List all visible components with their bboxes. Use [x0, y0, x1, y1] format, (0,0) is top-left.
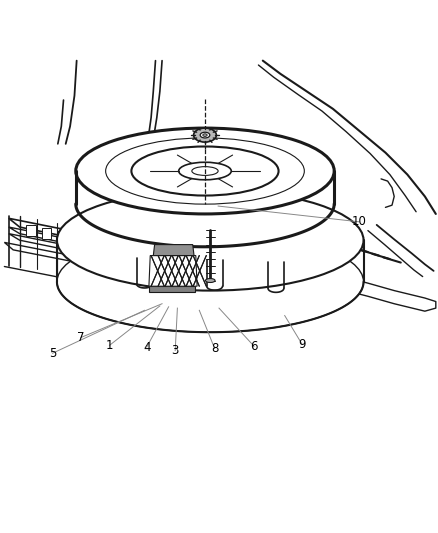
Polygon shape	[72, 235, 82, 246]
Ellipse shape	[203, 134, 207, 136]
Polygon shape	[149, 255, 197, 286]
Polygon shape	[9, 233, 127, 262]
Text: 9: 9	[298, 338, 306, 351]
Polygon shape	[9, 219, 127, 249]
Ellipse shape	[200, 132, 210, 138]
Text: 4: 4	[143, 341, 151, 353]
Text: 1: 1	[106, 339, 113, 352]
Ellipse shape	[205, 279, 215, 282]
Polygon shape	[26, 225, 36, 236]
Text: 5: 5	[49, 347, 56, 360]
Text: 7: 7	[77, 331, 85, 344]
Polygon shape	[149, 286, 195, 292]
Ellipse shape	[179, 162, 231, 180]
Polygon shape	[42, 229, 51, 239]
Ellipse shape	[76, 128, 334, 214]
Ellipse shape	[194, 128, 216, 142]
Ellipse shape	[57, 231, 364, 332]
Text: 3: 3	[172, 344, 179, 357]
Text: 10: 10	[352, 215, 367, 228]
Text: 6: 6	[250, 340, 258, 353]
Polygon shape	[4, 243, 125, 272]
Ellipse shape	[57, 190, 364, 290]
Polygon shape	[153, 245, 194, 255]
Polygon shape	[57, 231, 67, 243]
Polygon shape	[9, 227, 127, 255]
Polygon shape	[88, 238, 97, 248]
Text: 8: 8	[211, 342, 218, 355]
Ellipse shape	[131, 147, 279, 196]
